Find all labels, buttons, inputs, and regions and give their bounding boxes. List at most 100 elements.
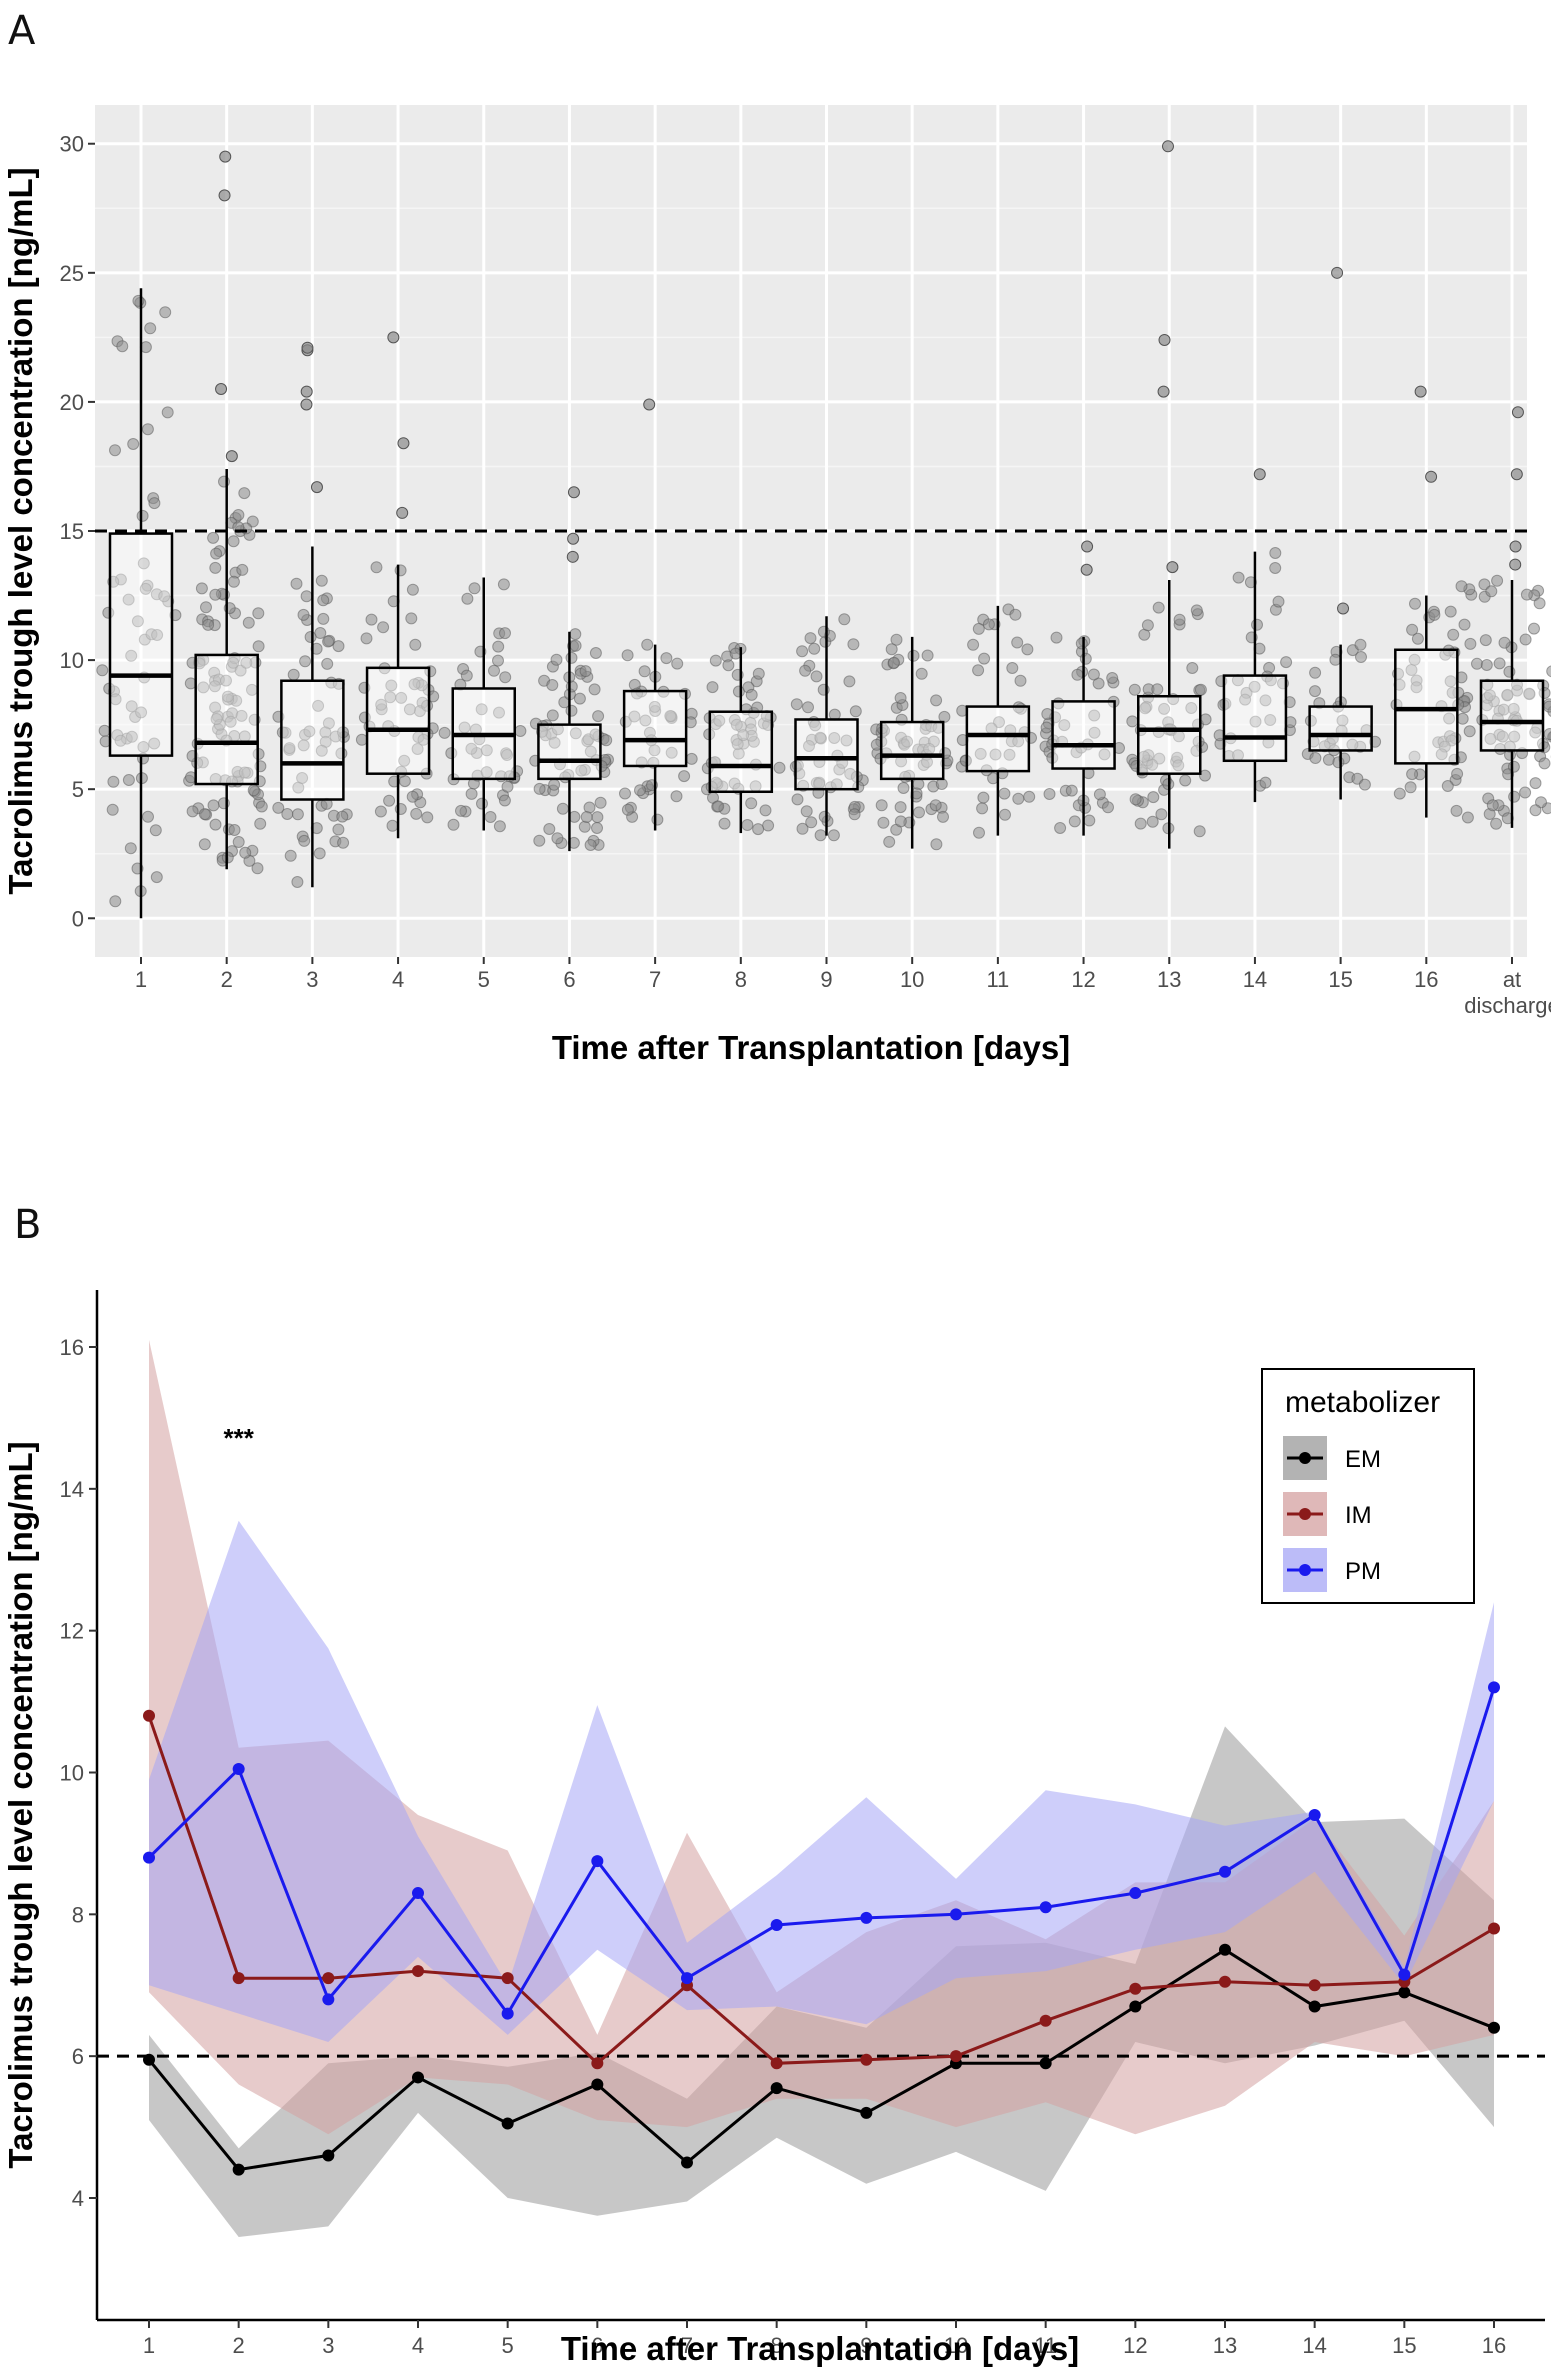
data-point xyxy=(1041,708,1054,720)
data-point xyxy=(1354,638,1367,651)
data-point xyxy=(967,638,980,651)
data-point xyxy=(321,657,334,670)
outlier-point xyxy=(1510,468,1523,481)
data-point xyxy=(238,487,251,500)
data-point xyxy=(98,724,111,737)
data-point xyxy=(584,839,597,851)
outlier-point xyxy=(567,532,580,545)
x-tick-label: 3 xyxy=(322,2333,334,2358)
data-point xyxy=(1491,574,1504,587)
data-point xyxy=(427,690,440,703)
data-point xyxy=(641,638,654,651)
outlier-point xyxy=(219,150,232,163)
data-point xyxy=(977,791,990,804)
panel-a-boxes xyxy=(108,288,1545,919)
data-point xyxy=(287,668,300,681)
data-point xyxy=(671,657,684,670)
outlier-point xyxy=(1158,333,1171,346)
data-point xyxy=(737,729,750,742)
data-point xyxy=(125,700,138,713)
data-point xyxy=(731,738,744,751)
data-point xyxy=(208,680,221,693)
data-point xyxy=(336,810,349,823)
data-point xyxy=(109,444,121,457)
data-point xyxy=(1155,808,1168,821)
data-point xyxy=(799,664,812,677)
data-point xyxy=(718,817,731,830)
x-tick-label: 14 xyxy=(1302,2333,1326,2358)
box-iqr xyxy=(794,718,859,791)
data-point xyxy=(148,497,161,510)
data-point xyxy=(1408,750,1421,763)
y-tick-label: 25 xyxy=(60,261,84,286)
data-point xyxy=(818,810,831,823)
data-point xyxy=(445,747,458,760)
data-point xyxy=(484,811,497,823)
data-point xyxy=(712,800,725,813)
outlier-point xyxy=(1425,470,1438,483)
x-tick-label: 2 xyxy=(221,967,233,992)
data-point xyxy=(569,628,582,641)
x-tick-label: 7 xyxy=(681,2333,693,2358)
data-point xyxy=(501,749,513,761)
x-tick-label: 8 xyxy=(735,967,747,992)
data-point xyxy=(1329,653,1342,666)
data-point xyxy=(546,679,559,691)
data-point xyxy=(158,590,171,603)
data-point xyxy=(1172,759,1185,772)
point-im xyxy=(1129,1982,1142,1995)
x-tick-label: 11 xyxy=(1034,2333,1057,2358)
data-point xyxy=(1546,665,1551,678)
data-point xyxy=(1185,702,1198,714)
data-point xyxy=(1021,643,1034,656)
box-iqr xyxy=(365,666,431,775)
data-point xyxy=(730,718,743,731)
data-point xyxy=(741,819,754,831)
data-point xyxy=(752,667,765,680)
data-point xyxy=(480,766,493,779)
point-em xyxy=(1398,1986,1411,1999)
data-point xyxy=(894,815,907,828)
ribbon-pm xyxy=(149,1520,1494,2042)
data-point xyxy=(1406,623,1419,636)
data-point xyxy=(664,710,677,722)
outlier-point xyxy=(1157,385,1170,398)
data-point xyxy=(493,820,506,833)
data-point xyxy=(840,734,853,747)
x-tick-label: 5 xyxy=(478,967,490,992)
data-point xyxy=(976,802,989,815)
data-point xyxy=(1455,580,1468,593)
box-iqr xyxy=(965,705,1031,773)
data-point xyxy=(114,734,127,747)
data-point xyxy=(1280,656,1293,669)
data-point xyxy=(297,739,310,752)
data-point xyxy=(814,829,827,842)
data-point xyxy=(565,651,578,664)
data-point xyxy=(907,649,920,662)
data-point xyxy=(1490,817,1503,830)
data-point xyxy=(96,664,109,677)
point-em xyxy=(770,2082,783,2095)
data-point xyxy=(1043,788,1056,800)
line-im xyxy=(147,1715,1495,2066)
data-point xyxy=(455,804,467,817)
data-point xyxy=(589,647,602,659)
panel-a-x-axis-ticks: 1 2 3 4 5 6 7 8 9 10 11 12 13 14 15 16 at discharge xyxy=(135,957,1551,1018)
point-em xyxy=(591,2078,604,2091)
data-point xyxy=(1259,694,1272,707)
data-point xyxy=(141,423,154,436)
data-point xyxy=(480,744,493,757)
data-point xyxy=(877,816,890,829)
point-im xyxy=(322,1972,335,1985)
box-iqr xyxy=(879,720,945,781)
x-tick-label: 13 xyxy=(1157,967,1181,992)
data-point xyxy=(1065,784,1078,797)
data-point xyxy=(1309,752,1322,764)
x-tick-label: 1 xyxy=(135,967,147,992)
legend-title: metabolizer xyxy=(1285,1386,1440,1419)
data-point xyxy=(186,805,199,818)
point-im xyxy=(1488,1922,1500,1935)
x-tick-label: 12 xyxy=(1123,2333,1147,2358)
point-em xyxy=(1308,2000,1321,2013)
data-point xyxy=(972,664,985,677)
